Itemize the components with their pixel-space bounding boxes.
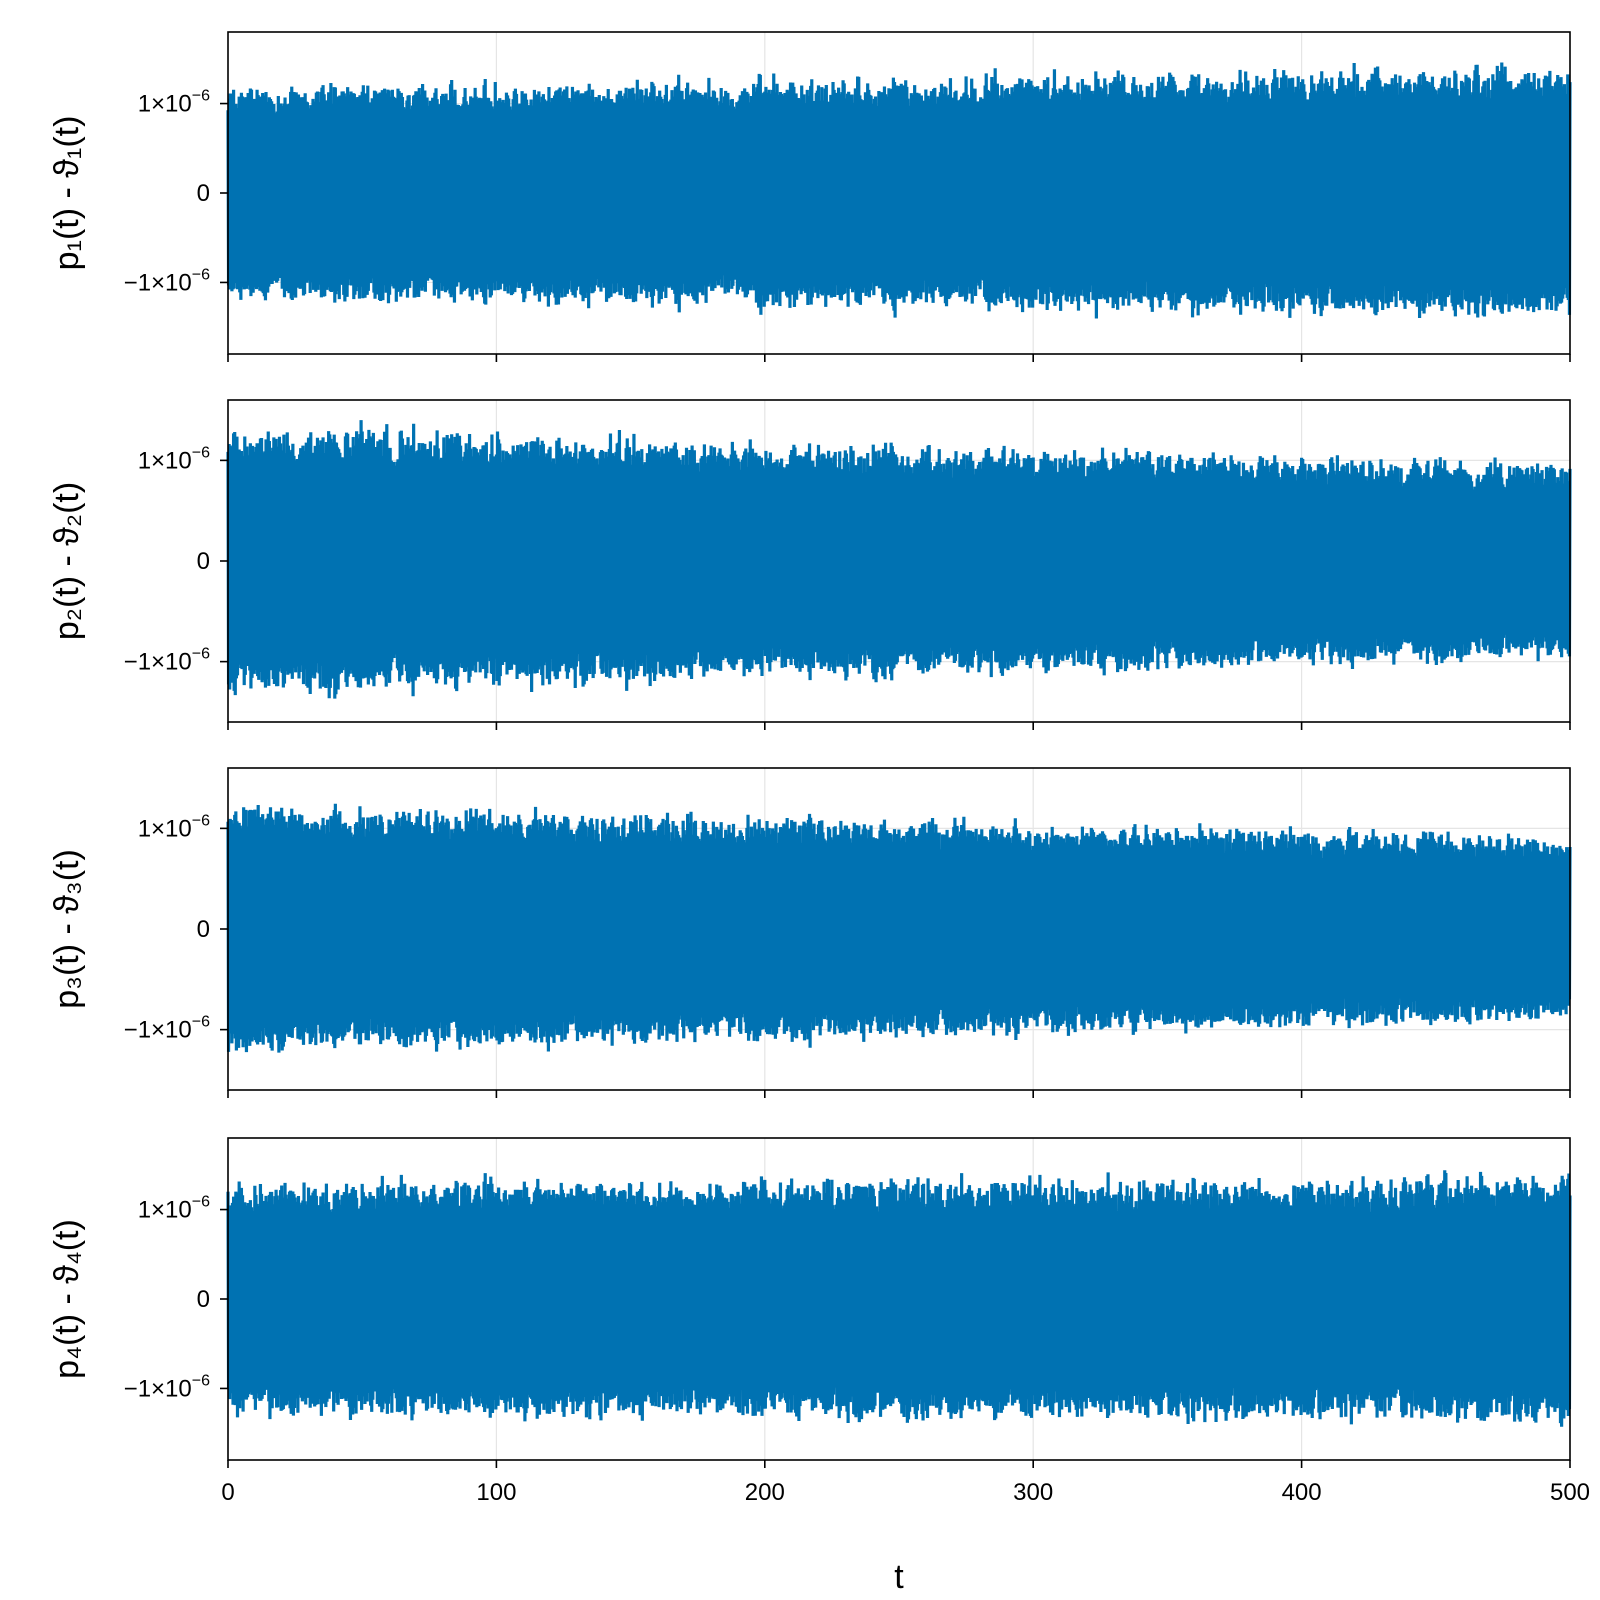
y-tick-label: −1×10−6	[124, 266, 210, 296]
panel-1: 1×10−6 0 −1×10−6 p₁(t) - ϑ₁(t)	[48, 31, 1572, 362]
y-tick-label: −1×10−6	[124, 1372, 210, 1402]
y-tick-label: 0	[197, 180, 210, 207]
y-tick-label: 1×10−6	[138, 444, 210, 474]
y-axis-title: p₂(t) - ϑ₂(t)	[48, 482, 86, 640]
x-tick-label: 400	[1282, 1479, 1322, 1506]
series-line	[226, 420, 1572, 699]
series-core	[228, 863, 1570, 995]
x-tick-label: 300	[1013, 1479, 1053, 1506]
series-core	[228, 118, 1570, 268]
x-tick-label: 200	[745, 1479, 785, 1506]
y-tick-label: 1×10−6	[138, 1194, 210, 1224]
series-core	[228, 492, 1570, 630]
x-tick-label: 100	[476, 1479, 516, 1506]
series-line	[226, 1170, 1572, 1427]
x-axis-title: t	[894, 1558, 904, 1596]
y-axis-title: p₄(t) - ϑ₄(t)	[48, 1219, 86, 1379]
series-line	[226, 803, 1572, 1053]
panel-2: 1×10−6 0 −1×10−6 p₂(t) - ϑ₂(t)	[48, 399, 1572, 730]
y-tick-label: 0	[197, 548, 210, 575]
panel-4: 0 100 200 300 400 500 1×10−6 0 −1×10−6 p₄(t) - ϑ₄…	[48, 1137, 1590, 1506]
x-tick-label: 0	[221, 1479, 234, 1506]
panels: 1×10−6 0 −1×10−6 p₁(t) - ϑ₁(t) 1×10−6 0 −1×10−…	[48, 31, 1590, 1506]
y-tick-label: 0	[197, 1286, 210, 1313]
y-tick-label: 1×10−6	[138, 812, 210, 842]
y-axis-title: p₃(t) - ϑ₃(t)	[48, 849, 86, 1009]
series-core	[228, 1215, 1570, 1383]
y-axis-title: p₁(t) - ϑ₁(t)	[48, 116, 86, 271]
y-tick-label: 0	[197, 916, 210, 943]
x-tick-label: 500	[1550, 1479, 1590, 1506]
y-tick-label: −1×10−6	[124, 1014, 210, 1044]
y-tick-label: 1×10−6	[138, 88, 210, 118]
y-tick-label: −1×10−6	[124, 646, 210, 676]
panel-3: 1×10−6 0 −1×10−6 p₃(t) - ϑ₃(t)	[48, 767, 1572, 1098]
series-line	[226, 62, 1572, 319]
